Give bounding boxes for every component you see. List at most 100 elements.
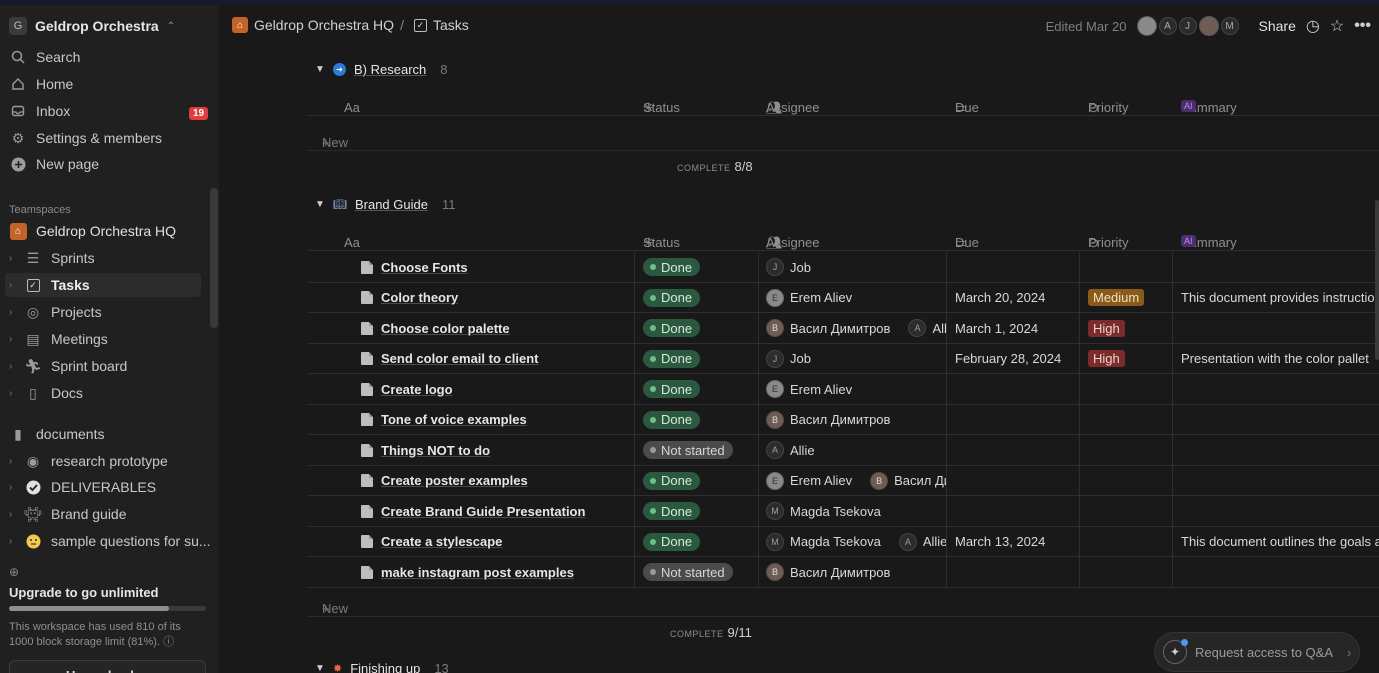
star-icon[interactable]: ☆ [1329, 18, 1345, 35]
chevron-right-icon[interactable]: › [9, 508, 13, 520]
toggle-triangle-icon[interactable]: ▼ [315, 663, 325, 673]
task-name-cell[interactable]: Tone of voice examples [308, 404, 635, 435]
summary-cell[interactable] [1173, 252, 1379, 282]
due-cell[interactable]: February 28, 2024 [947, 343, 1080, 374]
new-row-button[interactable]: + New [308, 587, 1379, 617]
request-access-qa-button[interactable]: ✦ Request access to Q&A › [1154, 632, 1360, 672]
group-name[interactable]: B) Research [354, 62, 427, 77]
assignee-name[interactable]: Magda Tsekova [790, 503, 881, 519]
assignee-name[interactable]: Allie [790, 442, 815, 458]
assignee-name[interactable]: Erem Aliev [790, 381, 853, 397]
assignee-name[interactable]: Job [790, 259, 811, 275]
collaborator-avatars[interactable]: A J M [1136, 16, 1239, 36]
status-cell[interactable]: Done [635, 313, 759, 343]
sidebar-item-search[interactable]: Search [9, 45, 80, 69]
assignee-name[interactable]: Allie [922, 534, 947, 549]
assignee-name[interactable]: Васил Димитров [790, 564, 891, 580]
table-row[interactable]: Send color email to client Done J Job Februa… [308, 343, 1379, 374]
sidebar-teamspace[interactable]: ⌂ Geldrop Orchestra HQ [9, 219, 176, 243]
chevron-right-icon[interactable]: › [9, 481, 13, 493]
assignee-cell[interactable]: В Васил Димитров [759, 404, 947, 435]
assignee-cell[interactable]: M Magda Tsekova [759, 496, 947, 526]
status-cell[interactable]: Done [635, 252, 759, 282]
clock-icon[interactable]: ◷ [1305, 18, 1320, 35]
task-name-cell[interactable]: Create logo [308, 374, 635, 404]
chevron-right-icon[interactable]: › [9, 279, 13, 291]
sidebar-item-settings[interactable]: ⚙ Settings & members [9, 126, 162, 150]
priority-cell[interactable] [1080, 526, 1173, 557]
table-row[interactable]: Choose color palette Done В Васил Димитров A… [308, 313, 1379, 344]
due-cell[interactable]: March 13, 2024 [947, 526, 1080, 557]
summary-cell[interactable]: Presentation with the color pallet [1173, 344, 1379, 374]
status-cell[interactable]: Done [635, 465, 759, 496]
task-name-cell[interactable]: Create Brand Guide Presentation [308, 496, 635, 526]
table-row[interactable]: Create poster examples Done E Erem Aliev В Ва… [308, 465, 1379, 496]
sidebar-item-home[interactable]: Home [9, 72, 73, 96]
workspace-switcher[interactable]: G Geldrop Orchestra ⌃ [9, 17, 175, 35]
due-cell[interactable] [947, 435, 1080, 465]
priority-cell[interactable] [1080, 557, 1173, 587]
chevron-right-icon[interactable]: › [9, 333, 13, 345]
assignee-cell[interactable]: A Allie [759, 435, 947, 465]
group-header-finishing-up[interactable]: ▼ ✸ Finishing up 13 [315, 661, 449, 673]
edited-timestamp[interactable]: Edited Mar 20 [1045, 18, 1127, 34]
task-name-cell[interactable]: Send color email to client [308, 343, 635, 374]
assignee-cell[interactable]: J Job [759, 343, 947, 374]
task-name[interactable]: Things NOT to do [381, 442, 491, 458]
status-cell[interactable]: Not started [635, 557, 759, 587]
task-name[interactable]: Tone of voice examples [381, 412, 527, 427]
chevron-right-icon[interactable]: › [9, 252, 13, 264]
priority-cell[interactable]: High [1080, 343, 1173, 374]
new-row-button[interactable]: + New [308, 121, 1379, 151]
sidebar-page-deliverables[interactable]: › DELIVERABLES [9, 475, 156, 499]
assignee-name[interactable]: Magda Tsekova [790, 534, 881, 549]
priority-cell[interactable]: Medium [1080, 282, 1173, 313]
summary-cell[interactable] [1173, 557, 1379, 587]
task-name-cell[interactable]: Things NOT to do [308, 435, 635, 465]
priority-cell[interactable] [1080, 435, 1173, 465]
task-name[interactable]: Send color email to client [381, 351, 539, 366]
group-name[interactable]: Finishing up [350, 661, 421, 673]
table-row[interactable]: make instagram post examples Not started В… [308, 557, 1379, 588]
sidebar-scrollbar[interactable] [210, 188, 218, 328]
assignee-cell[interactable]: E Erem Aliev [759, 282, 947, 313]
task-name-cell[interactable]: Choose Fonts [308, 252, 635, 282]
group-header-research[interactable]: ▼ ➜ B) Research 8 [315, 62, 447, 77]
priority-cell[interactable] [1080, 465, 1173, 496]
chevron-right-icon[interactable]: › [9, 387, 13, 399]
status-cell[interactable]: Done [635, 496, 759, 526]
table-row[interactable]: Create a stylescape Done M Magda Tsekova A Al… [308, 526, 1379, 557]
table-row[interactable]: Create logo Done E Erem Aliev [308, 374, 1379, 405]
assignee-cell[interactable]: E Erem Aliev В Васил Дим [759, 465, 947, 496]
share-button[interactable]: Share [1258, 18, 1296, 34]
status-cell[interactable]: Not started [635, 435, 759, 465]
priority-cell[interactable] [1080, 252, 1173, 282]
breadcrumb-page[interactable]: Tasks [432, 17, 469, 33]
content-scrollbar[interactable] [1375, 200, 1379, 360]
sidebar-item-inbox[interactable]: Inbox [9, 99, 70, 123]
assignee-name[interactable]: Erem Aliev [790, 290, 853, 305]
task-name[interactable]: Create Brand Guide Presentation [381, 503, 586, 519]
task-name[interactable]: Create poster examples [381, 473, 528, 488]
task-name[interactable]: Create a stylescape [381, 534, 503, 549]
sidebar-item-docs[interactable]: › ▯ Docs [9, 381, 83, 405]
due-cell[interactable] [947, 465, 1080, 496]
assignee-cell[interactable]: M Magda Tsekova A Allie [759, 526, 947, 557]
sidebar-item-new-page[interactable]: New page [9, 152, 99, 176]
status-cell[interactable]: Done [635, 526, 759, 557]
status-cell[interactable]: Done [635, 374, 759, 404]
sidebar-item-meetings[interactable]: › ▤ Meetings [9, 327, 108, 351]
due-cell[interactable] [947, 252, 1080, 282]
summary-cell[interactable] [1173, 496, 1379, 526]
more-icon[interactable]: ••• [1354, 17, 1371, 34]
assignee-cell[interactable]: E Erem Aliev [759, 374, 947, 404]
chevron-right-icon[interactable]: › [9, 535, 13, 547]
table-row[interactable]: Tone of voice examples Done В Васил Димитро… [308, 404, 1379, 435]
assignee-name[interactable]: Erem Aliev [790, 473, 853, 488]
summary-cell[interactable] [1173, 435, 1379, 465]
upgrade-plan-button[interactable]: Upgrade plan [9, 660, 206, 673]
status-cell[interactable]: Done [635, 343, 759, 374]
toggle-triangle-icon[interactable]: ▼ [315, 64, 325, 75]
task-name-cell[interactable]: Create poster examples [308, 465, 635, 496]
due-cell[interactable]: March 1, 2024 [947, 313, 1080, 343]
